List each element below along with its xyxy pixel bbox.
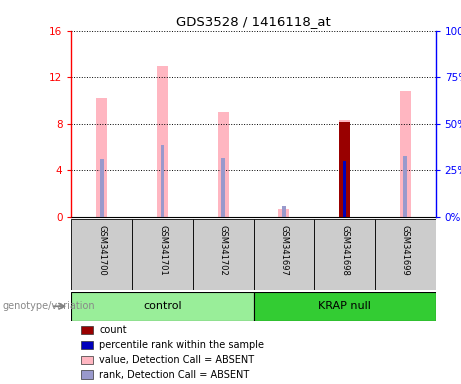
Text: GSM341698: GSM341698 — [340, 225, 349, 275]
Text: GSM341701: GSM341701 — [158, 225, 167, 275]
Bar — [71, 292, 254, 321]
Bar — [339, 121, 350, 217]
Title: GDS3528 / 1416118_at: GDS3528 / 1416118_at — [176, 15, 331, 28]
Text: value, Detection Call = ABSENT: value, Detection Call = ABSENT — [99, 355, 254, 365]
Bar — [375, 219, 436, 290]
Bar — [339, 120, 350, 217]
Bar — [282, 207, 286, 217]
Bar — [81, 341, 93, 349]
Bar — [400, 91, 411, 217]
Text: KRAP null: KRAP null — [318, 301, 371, 311]
Text: GSM341697: GSM341697 — [279, 225, 289, 275]
Bar — [221, 157, 225, 217]
Bar — [314, 219, 375, 290]
Bar — [71, 219, 132, 290]
Bar — [218, 112, 229, 217]
Bar — [343, 159, 346, 217]
Bar — [96, 98, 107, 217]
Bar — [193, 219, 254, 290]
Bar — [161, 145, 164, 217]
Text: GSM341700: GSM341700 — [97, 225, 106, 275]
Bar — [254, 219, 314, 290]
Bar — [132, 219, 193, 290]
Bar — [81, 371, 93, 379]
Bar — [403, 156, 407, 217]
Text: GSM341699: GSM341699 — [401, 225, 410, 275]
Bar — [100, 159, 104, 217]
Text: control: control — [143, 301, 182, 311]
Text: percentile rank within the sample: percentile rank within the sample — [99, 340, 264, 350]
Text: genotype/variation: genotype/variation — [2, 301, 95, 311]
Bar — [157, 66, 168, 217]
Text: GSM341702: GSM341702 — [219, 225, 228, 275]
Bar — [254, 292, 436, 321]
Bar — [278, 209, 290, 217]
Text: count: count — [99, 325, 127, 335]
Text: rank, Detection Call = ABSENT: rank, Detection Call = ABSENT — [99, 370, 249, 380]
Bar — [81, 326, 93, 334]
Bar — [81, 356, 93, 364]
Bar — [343, 161, 346, 217]
